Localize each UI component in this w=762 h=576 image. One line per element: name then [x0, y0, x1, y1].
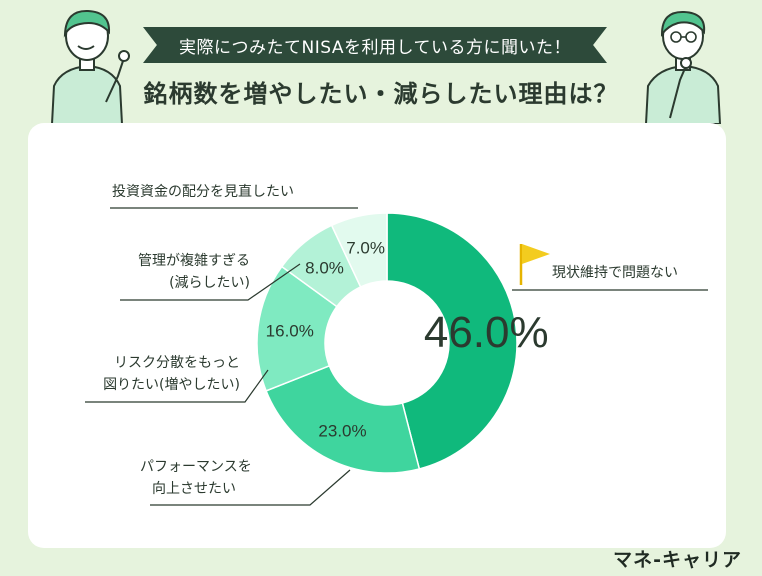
donut-slice-0	[386, 212, 518, 470]
label-allocation: 投資資金の配分を見直したい	[112, 184, 294, 200]
slice-value-label-0: 46.0%	[424, 308, 549, 357]
leader-line-risk	[85, 369, 269, 403]
page-title: 銘柄数を増やしたい・減らしたい理由は？	[143, 80, 619, 108]
leader-line-complex	[120, 263, 301, 301]
flag-icon	[519, 244, 550, 285]
slice-value-label-1: 23.0%	[318, 421, 366, 440]
person-thinking-illustration	[644, 10, 722, 124]
label-performance: パフォーマンスを 向上させたい	[140, 456, 252, 500]
label-complex: 管理が複雑すぎる (減らしたい)	[86, 250, 250, 294]
leader-line-performance	[150, 469, 351, 506]
label-performance-line1: パフォーマンスを	[140, 459, 252, 475]
slice-value-label-4: 7.0%	[346, 238, 385, 257]
label-risk-line2: 図りたい(増やしたい)	[103, 377, 240, 393]
donut-slice-4	[330, 212, 388, 288]
label-risk: リスク分散をもっと 図りたい(増やしたい)	[60, 352, 240, 396]
survey-banner: 実際につみたてNISAを利用している方に聞いた！	[143, 27, 607, 63]
label-status-quo: 現状維持で問題ない	[552, 265, 678, 281]
banner-text: 実際につみたてNISAを利用している方に聞いた！	[179, 37, 571, 58]
brand-logo: マネ-キャリア	[613, 549, 742, 571]
slice-value-label-2: 16.0%	[266, 322, 314, 341]
label-complex-line2: (減らしたい)	[169, 275, 250, 291]
label-complex-line1: 管理が複雑すぎる	[138, 253, 250, 269]
slice-value-label-3: 8.0%	[305, 258, 344, 277]
person-pointing-illustration	[50, 9, 130, 124]
donut-slice-1	[265, 364, 421, 474]
chart-panel	[28, 123, 726, 548]
label-performance-line2: 向上させたい	[152, 481, 236, 497]
label-risk-line1: リスク分散をもっと	[114, 355, 240, 371]
